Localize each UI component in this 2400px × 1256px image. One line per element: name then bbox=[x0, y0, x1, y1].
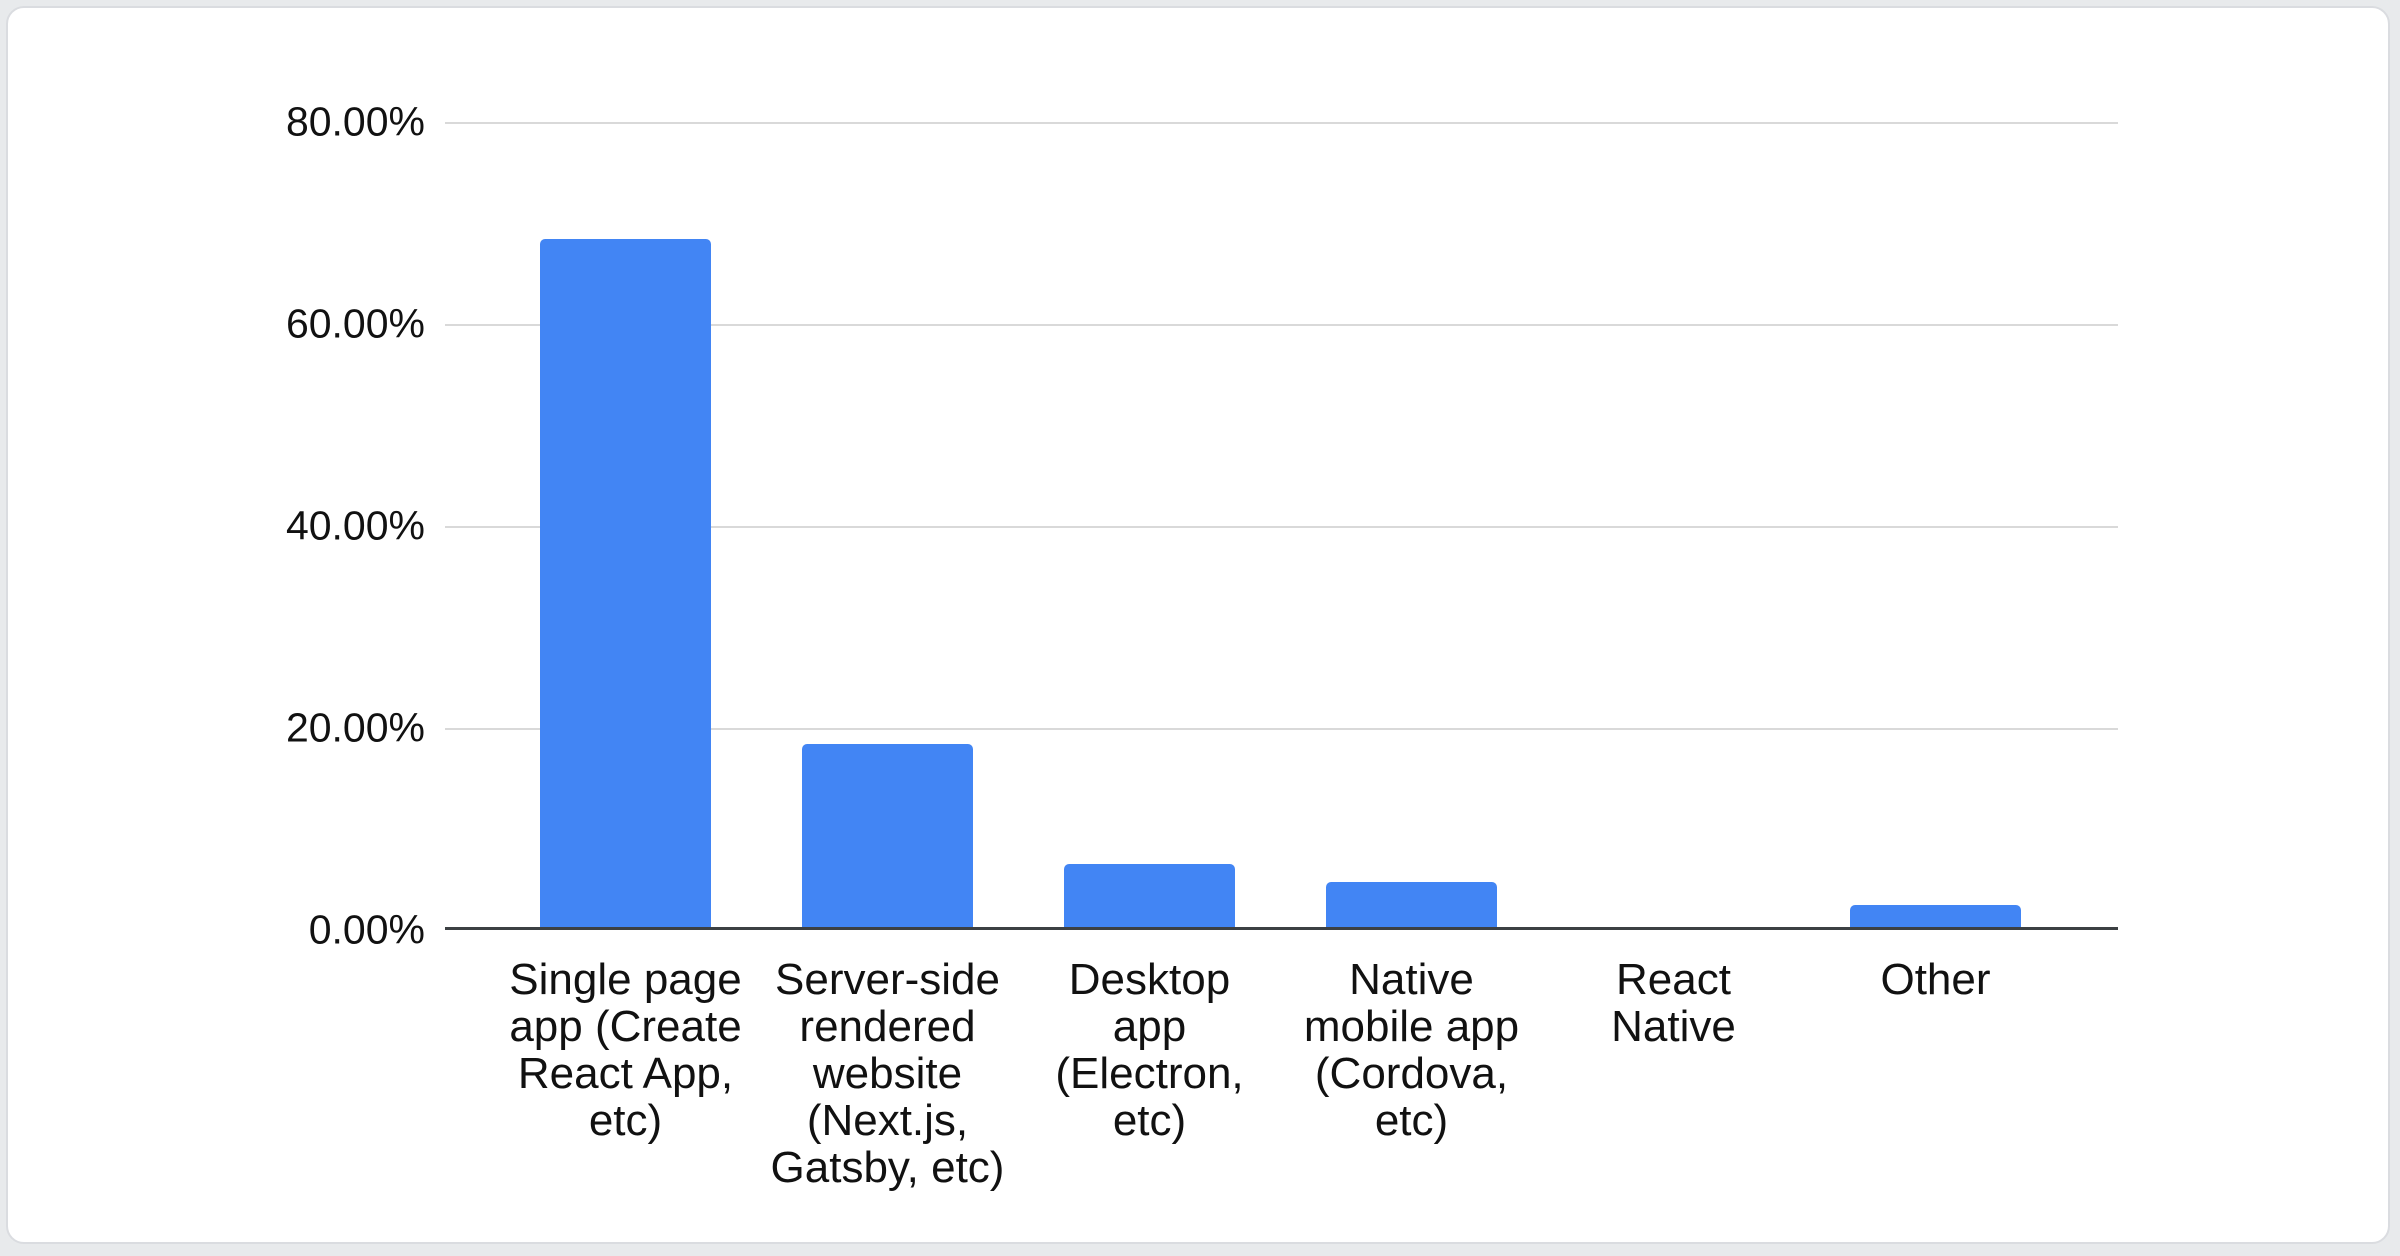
gridline-60 bbox=[445, 323, 2118, 326]
x-axis-category-label: Native mobile app (Cordova, etc) bbox=[1303, 955, 1520, 1145]
gridline-80 bbox=[445, 122, 2118, 124]
x-axis-category-label: Single page app (Create React App, etc) bbox=[509, 955, 742, 1145]
y-axis-tick-label: 20.00% bbox=[285, 704, 425, 751]
chart-plot-area: 0.00% 20.00% 40.00% 60.00% 80.00% Single page… bbox=[8, 8, 2388, 1242]
y-axis-tick-label: 0.00% bbox=[308, 906, 425, 953]
gridline-20 bbox=[445, 727, 2118, 730]
x-axis-category-label: React Native bbox=[1611, 955, 1736, 1051]
x-axis-category-label: Server-side rendered website (Next.js, G… bbox=[770, 955, 1005, 1192]
bar-1 bbox=[540, 239, 711, 929]
bar-3 bbox=[1064, 863, 1235, 929]
y-axis-tick-label: 80.00% bbox=[285, 98, 425, 145]
y-axis-tick-label: 60.00% bbox=[285, 300, 425, 347]
y-axis-tick-label: 40.00% bbox=[285, 502, 425, 549]
x-axis-category-label: Desktop app (Electron, etc) bbox=[1055, 955, 1244, 1145]
x-axis-line bbox=[445, 927, 2118, 930]
bar-6 bbox=[1850, 905, 2021, 929]
bar-2 bbox=[802, 743, 973, 929]
x-axis-category-label: Other bbox=[1880, 955, 1991, 1004]
gridline-40 bbox=[445, 525, 2118, 528]
bar-4 bbox=[1326, 882, 1497, 929]
chart-card: 0.00% 20.00% 40.00% 60.00% 80.00% Single page… bbox=[6, 6, 2390, 1244]
